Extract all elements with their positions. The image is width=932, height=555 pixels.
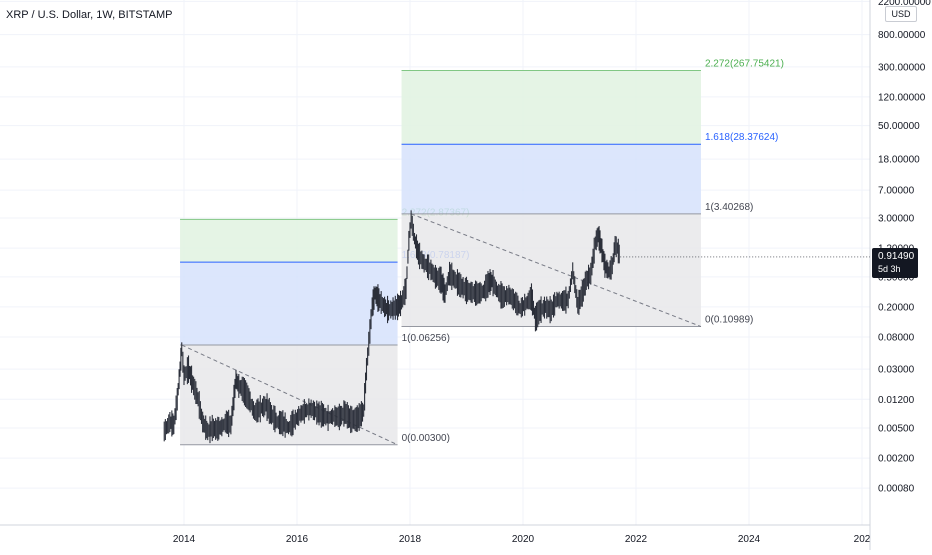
fib-level-label: 2.272(267.75421)	[705, 59, 784, 70]
fib-zone-2-272	[180, 219, 398, 263]
time-tick-label: 2020	[512, 534, 535, 545]
time-tick-label: 2022	[625, 534, 648, 545]
fib-level-label: 1.618(28.37624)	[705, 132, 778, 143]
currency-selector[interactable]: USD	[885, 6, 917, 22]
fib-level-label: 1(0.06256)	[402, 333, 450, 344]
time-tick-label: 2014	[173, 534, 196, 545]
price-tick-label: 0.00080	[878, 484, 915, 495]
price-tick-label: 300.00000	[878, 62, 926, 73]
symbol-legend: XRP / U.S. Dollar, 1W, BITSTAMP	[6, 9, 173, 21]
fib-level-label: 1(3.40268)	[705, 202, 753, 213]
time-tick-label: 202	[854, 534, 871, 545]
fib-trend-line	[410, 213, 702, 328]
price-tick-label: 0.08000	[878, 332, 915, 343]
price-tick-label: 0.00200	[878, 454, 915, 465]
price-tick-label: 2200.00000	[878, 0, 931, 8]
fib-level-label: 0(0.10989)	[705, 315, 753, 326]
price-tick-label: 120.00000	[878, 92, 926, 103]
fib-zone-1-618	[180, 262, 398, 346]
price-tick-label: 0.01200	[878, 395, 915, 406]
time-tick-label: 2018	[399, 534, 422, 545]
time-tick-label: 2024	[738, 534, 761, 545]
price-tick-label: 3.00000	[878, 214, 915, 225]
price-tick-label: 0.03000	[878, 365, 915, 376]
last-price-value: 0.91490	[878, 251, 915, 262]
price-tick-label: 50.00000	[878, 121, 920, 132]
price-tick-label: 18.00000	[878, 155, 920, 166]
price-tick-label: 7.00000	[878, 186, 915, 197]
fib-level-label: 0(0.00300)	[402, 433, 450, 444]
last-price-badge: 0.91490 5d 3h	[872, 248, 918, 278]
bar-countdown: 5d 3h	[878, 264, 901, 274]
price-tick-label: 800.00000	[878, 30, 926, 41]
price-tick-label: 0.00500	[878, 424, 915, 435]
fib-zone-2-272	[401, 70, 701, 145]
fib-trend-line	[181, 344, 398, 446]
price-tick-label: 0.20000	[878, 302, 915, 313]
time-tick-label: 2016	[286, 534, 309, 545]
fib-zone-1-618	[401, 144, 701, 214]
